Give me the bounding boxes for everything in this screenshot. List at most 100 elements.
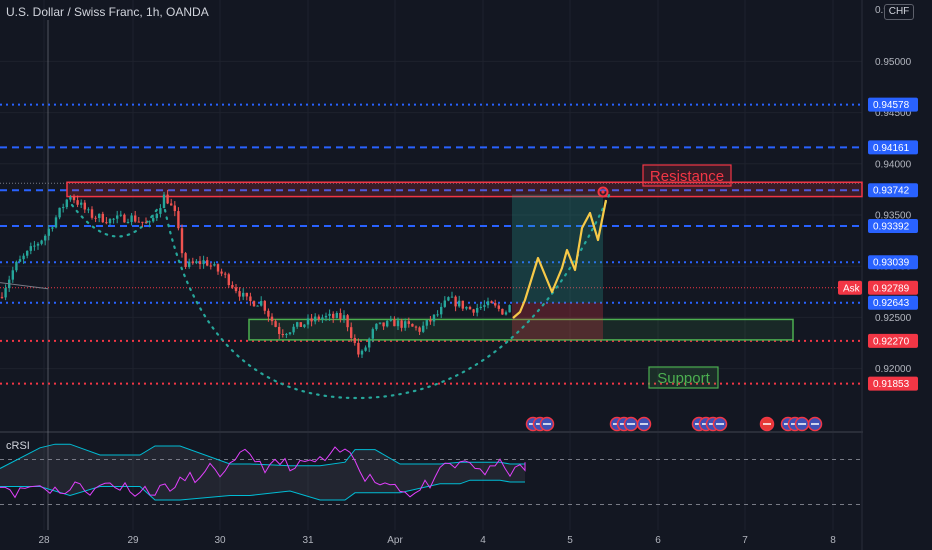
price-axis[interactable]: 0.90.950000.945000.940000.935000.930000.… bbox=[838, 0, 932, 550]
candle-body bbox=[238, 291, 241, 297]
candle-body bbox=[501, 308, 504, 315]
candle-body bbox=[83, 202, 86, 210]
candle-body bbox=[400, 320, 403, 328]
candle-body bbox=[0, 296, 4, 298]
candle-body bbox=[33, 245, 36, 247]
time-tick-label: 30 bbox=[214, 535, 226, 546]
candle-body bbox=[260, 301, 263, 306]
stop-area bbox=[512, 302, 603, 340]
candle-body bbox=[98, 213, 101, 218]
time-tick-label: Apr bbox=[387, 535, 403, 546]
candle-body bbox=[44, 235, 47, 241]
candle-body bbox=[393, 319, 396, 327]
level-price-tag-text: 0.91853 bbox=[873, 379, 910, 390]
level-price-tag bbox=[868, 255, 918, 270]
level-price-tag-text: 0.94578 bbox=[873, 100, 910, 111]
candle-body bbox=[486, 301, 490, 306]
candle-body bbox=[76, 200, 79, 205]
candle-body bbox=[418, 327, 421, 332]
indicator-label[interactable]: cRSI bbox=[6, 440, 30, 452]
candle-body bbox=[152, 218, 155, 222]
price-tick-label: 0.94000 bbox=[875, 159, 912, 170]
level-price-tag bbox=[868, 376, 918, 391]
level-price-tag-text: 0.93039 bbox=[873, 258, 910, 269]
support-label-box bbox=[648, 366, 719, 389]
candle-body bbox=[198, 261, 202, 265]
candle-body bbox=[404, 321, 407, 328]
candle-body bbox=[494, 303, 497, 306]
candle-body bbox=[278, 326, 281, 334]
candle-body bbox=[328, 313, 331, 316]
candle-body bbox=[339, 313, 342, 319]
candle-body bbox=[303, 324, 306, 327]
candle-body bbox=[436, 314, 439, 316]
long-position-tool[interactable] bbox=[512, 194, 603, 340]
time-tick-label: 29 bbox=[127, 535, 139, 546]
level-price-tag bbox=[868, 140, 918, 155]
candle-body bbox=[123, 214, 126, 223]
candle-body bbox=[468, 306, 472, 310]
candle-body bbox=[177, 211, 180, 229]
candle-body bbox=[137, 221, 140, 223]
candle-body bbox=[353, 337, 356, 343]
candle-body bbox=[213, 264, 216, 266]
price-axis-bg bbox=[863, 0, 932, 550]
candle-body bbox=[263, 301, 266, 311]
level-price-tag-text: 0.92270 bbox=[873, 336, 910, 347]
candle-body bbox=[440, 306, 443, 315]
time-axis[interactable]: 28 29 30 31 Apr 4 5 6 7 8 bbox=[38, 535, 836, 546]
candle-body bbox=[202, 260, 205, 265]
candle-body bbox=[267, 310, 270, 317]
candle-body bbox=[116, 215, 119, 219]
candle-body bbox=[422, 325, 425, 332]
candle-body bbox=[378, 322, 382, 324]
candle-body bbox=[472, 309, 475, 313]
candle-body bbox=[36, 243, 40, 246]
candle-body bbox=[170, 203, 173, 206]
candle-body bbox=[22, 255, 25, 260]
currency-button[interactable]: CHF bbox=[884, 4, 914, 20]
candle-body bbox=[108, 218, 112, 224]
candle-body bbox=[450, 296, 454, 298]
time-tick-label: 7 bbox=[742, 535, 748, 546]
candle-body bbox=[350, 327, 353, 338]
candle-body bbox=[292, 326, 295, 333]
candle-body bbox=[47, 228, 50, 236]
candle-body bbox=[209, 265, 212, 267]
support-zone bbox=[248, 318, 794, 341]
candle-body bbox=[58, 207, 61, 218]
level-price-tag-text: 0.93742 bbox=[873, 186, 910, 197]
candle-body bbox=[162, 194, 166, 209]
candle-body bbox=[458, 300, 461, 307]
candle-body bbox=[476, 308, 479, 313]
candle-body bbox=[375, 323, 378, 330]
candle-body bbox=[54, 217, 58, 228]
price-tick-label: 0.9 bbox=[875, 5, 889, 16]
price-tick-label: 0.94500 bbox=[875, 108, 912, 119]
candle-body bbox=[479, 306, 482, 309]
ask-tag-label: Ask bbox=[843, 283, 861, 294]
candle-body bbox=[314, 316, 317, 322]
rsi-line bbox=[0, 446, 526, 499]
candle-body bbox=[11, 270, 14, 280]
candle-body bbox=[184, 253, 187, 267]
time-tick-label: 5 bbox=[567, 535, 573, 546]
level-price-tag bbox=[868, 97, 918, 112]
candle-body bbox=[335, 313, 338, 318]
economic-events[interactable] bbox=[525, 416, 823, 432]
candle-body bbox=[245, 292, 248, 297]
candle-body bbox=[231, 285, 234, 288]
level-price-tag-text: 0.92643 bbox=[873, 298, 910, 309]
arc-main bbox=[163, 191, 612, 400]
candle-body bbox=[490, 301, 493, 304]
candle-body bbox=[206, 260, 209, 266]
horizontal-levels bbox=[0, 103, 862, 385]
arc-left bbox=[70, 203, 162, 238]
candle-body bbox=[220, 271, 223, 274]
candle-body bbox=[234, 287, 238, 292]
ask-tag bbox=[838, 280, 862, 295]
candle-body bbox=[166, 194, 169, 204]
level-price-tag bbox=[868, 295, 918, 310]
